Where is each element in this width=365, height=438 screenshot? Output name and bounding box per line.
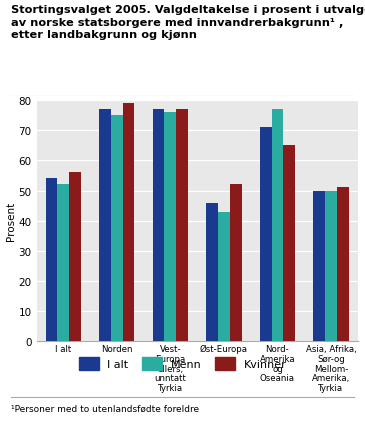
Bar — [325, 191, 337, 342]
Bar — [111, 116, 123, 342]
Bar — [153, 110, 165, 342]
Bar — [176, 110, 188, 342]
Bar — [46, 179, 57, 342]
Text: Stortingsvalget 2005. Valgdeltakelse i prosent i utvalget
av norske statsborgere: Stortingsvalget 2005. Valgdeltakelse i p… — [11, 5, 365, 40]
Bar — [260, 128, 272, 342]
Y-axis label: Prosent: Prosent — [6, 201, 16, 241]
Text: ¹Personer med to utenlandsfødte foreldre: ¹Personer med to utenlandsfødte foreldre — [11, 404, 199, 413]
Bar — [337, 188, 349, 342]
Bar — [123, 104, 134, 342]
Bar — [206, 203, 218, 342]
Legend: I alt, Menn, Kvinner: I alt, Menn, Kvinner — [78, 357, 287, 370]
Bar — [283, 146, 295, 342]
Bar — [57, 185, 69, 342]
Bar — [218, 212, 230, 342]
Bar — [230, 185, 242, 342]
Bar — [165, 113, 176, 342]
Bar — [69, 173, 81, 342]
Bar — [272, 110, 283, 342]
Bar — [313, 191, 325, 342]
Bar — [99, 110, 111, 342]
